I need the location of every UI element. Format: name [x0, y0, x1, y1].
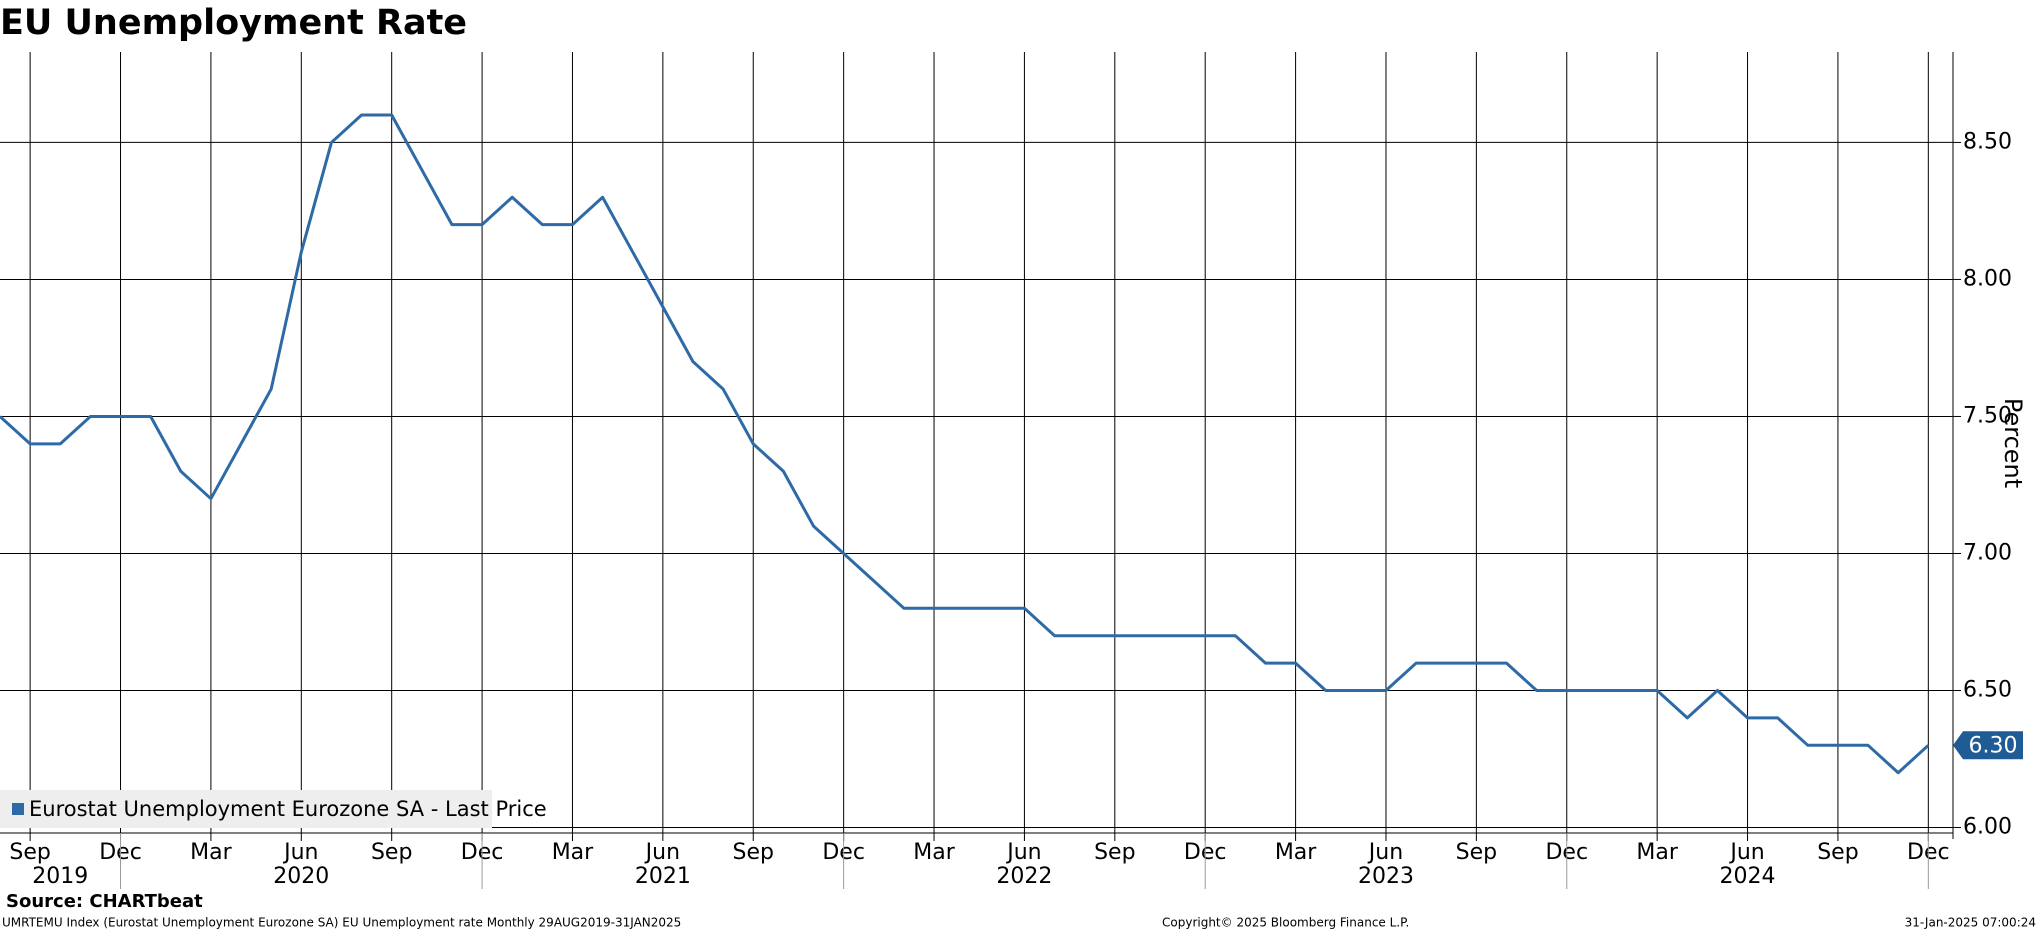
legend-box	[0, 790, 492, 828]
y-tick-label: 8.00	[1963, 266, 2012, 291]
y-tick-label: 8.50	[1963, 129, 2012, 154]
x-tick-label: Mar	[1636, 840, 1678, 865]
x-tick-label: Sep	[371, 840, 412, 865]
last-value-label: 6.30	[1969, 733, 2018, 758]
x-tick-label: Jun	[644, 840, 680, 865]
year-label: 2019	[32, 864, 88, 889]
x-tick-label: Sep	[1817, 840, 1858, 865]
chart-title: EU Unemployment Rate	[0, 3, 467, 43]
last-value-tag	[1953, 731, 2023, 760]
x-tick-label: Jun	[1367, 840, 1403, 865]
x-tick-label: Sep	[9, 840, 50, 865]
x-tick-label: Mar	[1275, 840, 1317, 865]
x-tick-label: Sep	[1094, 840, 1135, 865]
legend-swatch	[12, 803, 24, 815]
y-tick-label: 7.00	[1963, 540, 2012, 565]
x-tick-label: Sep	[1456, 840, 1497, 865]
y-tick-label: 7.50	[1963, 403, 2012, 428]
source: Source: CHARTbeat	[6, 891, 203, 912]
footer-left: UMRTEMU Index (Eurostat Unemployment Eur…	[2, 916, 681, 930]
year-label: 2021	[635, 864, 691, 889]
line-series	[0, 113, 1930, 775]
legend-label: Eurostat Unemployment Eurozone SA - Last…	[29, 797, 547, 821]
y-axis-label: Percent	[1999, 398, 2027, 488]
x-tick-label: Sep	[733, 840, 774, 865]
x-tick-label: Jun	[1728, 840, 1764, 865]
x-tick-label: Jun	[282, 840, 318, 865]
footer-center: Copyright© 2025 Bloomberg Finance L.P.	[1162, 916, 1409, 930]
x-tick-label: Mar	[552, 840, 594, 865]
x-tick-label: Mar	[913, 840, 955, 865]
year-label: 2023	[1358, 864, 1414, 889]
y-tick-label: 6.00	[1963, 815, 2012, 840]
year-label: 2022	[996, 864, 1052, 889]
footer-right: 31-Jan-2025 07:00:24	[1905, 916, 2036, 930]
year-label: 2024	[1720, 864, 1776, 889]
x-tick-label: Jun	[1005, 840, 1041, 865]
y-tick-label: 6.50	[1963, 678, 2012, 703]
year-label: 2020	[273, 864, 329, 889]
x-tick-label: Mar	[190, 840, 232, 865]
